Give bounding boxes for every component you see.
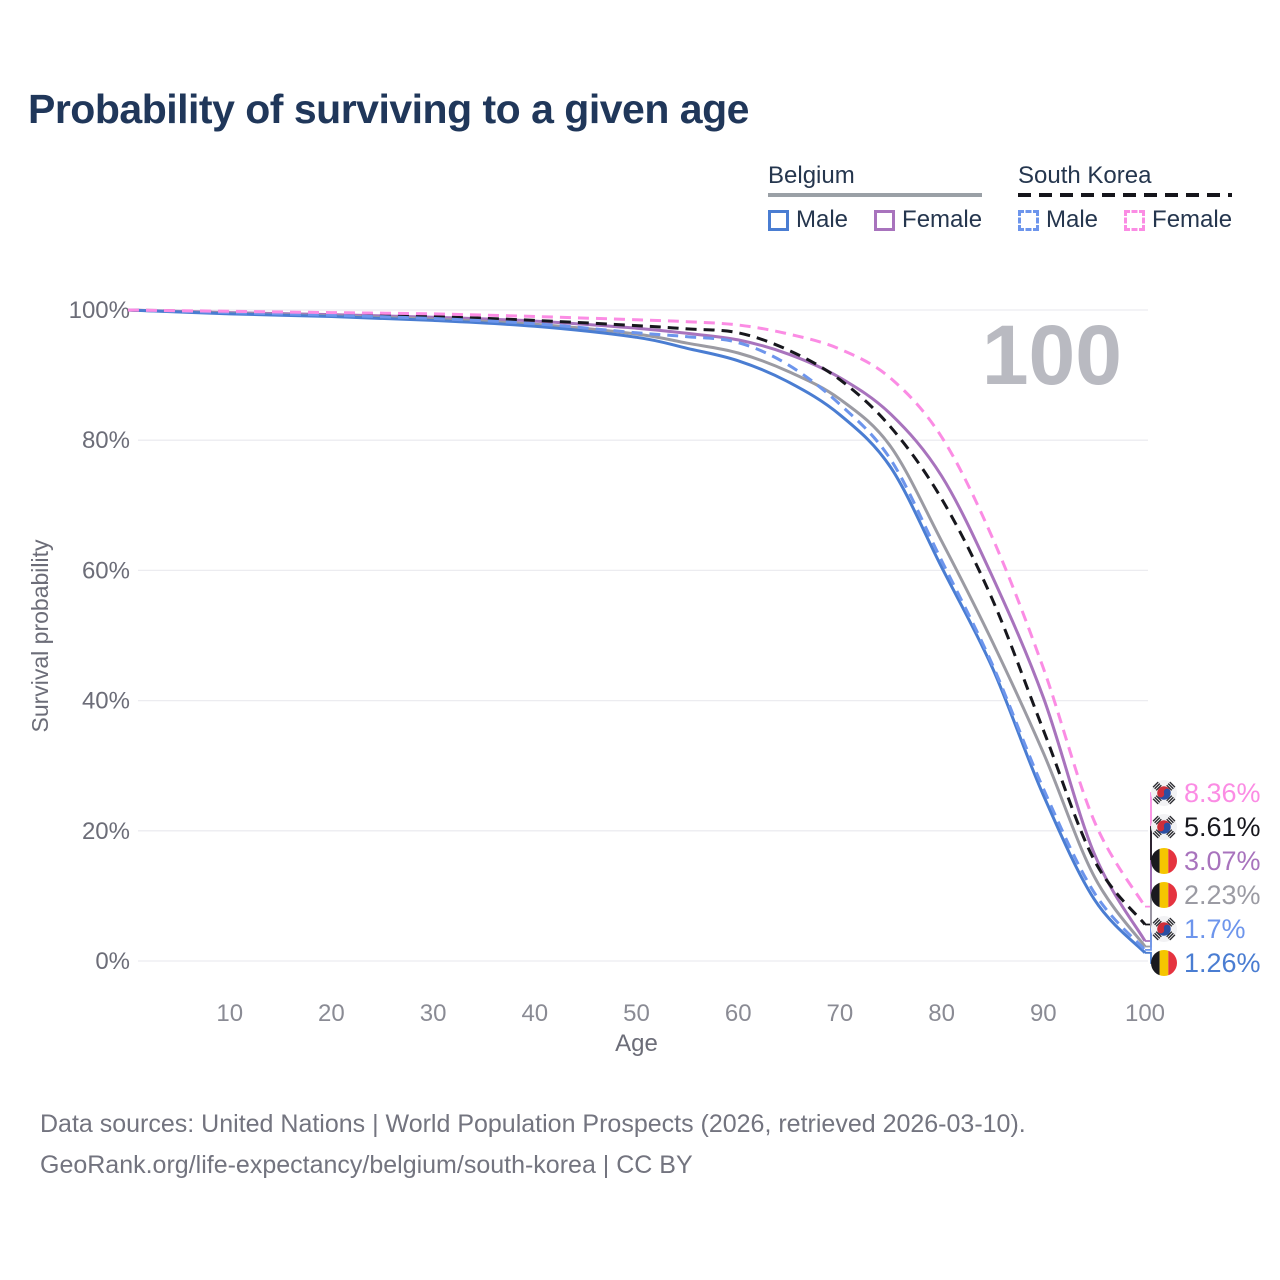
x-tick-label: 60: [725, 1000, 752, 1027]
x-tick-label: 40: [521, 1000, 548, 1027]
legend-item-belgium-male[interactable]: Male: [768, 206, 848, 234]
belgium-flag-icon: [1151, 882, 1177, 908]
legend-group-title: Belgium: [768, 162, 855, 189]
legend-item-south-korea-male[interactable]: Male: [1018, 206, 1098, 234]
y-tick-label: 0%: [95, 948, 130, 975]
belgium-flag-icon: [1151, 950, 1177, 976]
x-tick-label: 90: [1030, 1000, 1057, 1027]
belgium-flag-icon: [1151, 848, 1177, 874]
legend-item-label: Female: [1152, 206, 1233, 233]
x-tick-label: 80: [928, 1000, 955, 1027]
legend-group-belgium: Belgium Male Female: [768, 162, 983, 234]
series-end-value-label: 8.36%: [1184, 778, 1261, 808]
x-tick-label: 100: [1125, 1000, 1165, 1027]
data-sources-footer: Data sources: United Nations | World Pop…: [40, 1104, 1026, 1186]
series-end-value-label: 1.7%: [1184, 914, 1246, 944]
legend-group-south-korea: South Korea Male Female: [1018, 162, 1233, 234]
page-title: Probability of surviving to a given age: [28, 86, 749, 132]
x-tick-label: 70: [827, 1000, 854, 1027]
y-tick-label: 100%: [69, 297, 130, 324]
south-korea-flag-icon: [1151, 916, 1177, 942]
series-line-south-korea-male[interactable]: [127, 308, 1147, 951]
footer-attribution-line: GeoRank.org/life-expectancy/belgium/sout…: [40, 1151, 693, 1179]
legend-item-label: Male: [1046, 206, 1099, 233]
south-korea-male-line-swatch: [1018, 209, 1039, 231]
belgium-male-line-swatch: [768, 209, 789, 231]
legend-item-label: Male: [796, 206, 849, 233]
series-line-south-korea-female[interactable]: [127, 308, 1147, 908]
x-tick-label: 20: [318, 1000, 345, 1027]
legend-group-title: South Korea: [1018, 162, 1152, 189]
x-axis-title: Age: [615, 1030, 658, 1057]
age-counter-watermark: 100: [982, 308, 1122, 402]
series-line-south-korea-both-sexes[interactable]: [127, 308, 1147, 926]
series-line-belgium-female[interactable]: [127, 308, 1147, 942]
footer-sources-line: Data sources: United Nations | World Pop…: [40, 1110, 1026, 1138]
solid-line-style-swatch: [768, 193, 983, 197]
series-end-value-label: 1.26%: [1184, 948, 1261, 978]
y-tick-label: 80%: [82, 427, 130, 454]
series-line-belgium-both-sexes[interactable]: [127, 308, 1147, 948]
south-korea-flag-icon: [1151, 780, 1177, 806]
y-tick-label: 60%: [82, 557, 130, 584]
y-tick-label: 20%: [82, 818, 130, 845]
legend-item-south-korea-female[interactable]: Female: [1124, 206, 1232, 234]
belgium-female-line-swatch: [874, 209, 896, 231]
x-tick-label: 10: [216, 1000, 243, 1027]
series-end-value-label: 5.61%: [1184, 812, 1261, 842]
y-axis-title: Survival probability: [27, 539, 53, 733]
legend-item-belgium-female[interactable]: Female: [874, 206, 982, 234]
series-line-belgium-male[interactable]: [127, 308, 1147, 954]
series-end-value-label: 2.23%: [1184, 880, 1261, 910]
legend-item-label: Female: [902, 206, 983, 233]
dashed-line-style-swatch: [1018, 193, 1233, 197]
series-end-value-label: 3.07%: [1184, 846, 1261, 876]
south-korea-female-line-swatch: [1124, 209, 1146, 231]
y-tick-label: 40%: [82, 688, 130, 715]
x-tick-label: 30: [420, 1000, 447, 1027]
x-tick-label: 50: [623, 1000, 650, 1027]
south-korea-flag-icon: [1151, 814, 1177, 840]
